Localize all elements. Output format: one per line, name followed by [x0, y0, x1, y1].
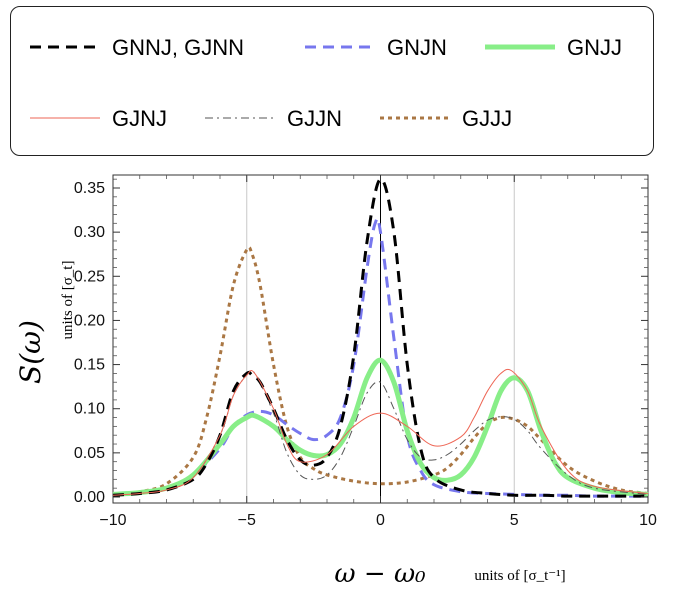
series-line-gjjn: [112, 369, 649, 496]
legend-label: GJJN: [287, 106, 342, 131]
y-tick-label: 0.25: [74, 268, 105, 285]
y-axis-label: S(ω): [14, 320, 47, 384]
ticks: 0.00 0.05 0.10 0.15 0.20 0.25 0.30 0.35 −10 −5 0 5 1…: [74, 175, 657, 529]
series-layer: [112, 177, 649, 498]
x-tick-label: 0: [376, 512, 385, 529]
legend-label: GJJJ: [462, 106, 512, 131]
series-line-gjnj: [112, 368, 649, 496]
grid: [246, 175, 515, 503]
legend-label: GNJN: [387, 35, 447, 60]
y-tick-label: 0.10: [74, 401, 105, 418]
y-axis-units: units of [σ_t]: [60, 261, 76, 340]
axis-labels: S(ω) units of [σ_t] ω − ω₀ units of [σ_t⁻¹]: [14, 261, 566, 589]
y-tick-label: 0.35: [74, 180, 105, 197]
y-tick-label: 0.20: [74, 312, 105, 329]
x-tick-label: 10: [639, 512, 657, 529]
y-tick-label: 0.30: [74, 224, 105, 241]
x-axis-units: units of [σ_t⁻¹]: [474, 568, 565, 584]
legend-label: GJNJ: [112, 106, 167, 131]
x-tick-label: 5: [510, 512, 519, 529]
legend-label: GNJJ: [567, 35, 622, 60]
legend-items: GNNJ, GJNN GNJN GNJJ GJNJ GJJN GJJJ: [30, 35, 622, 131]
y-tick-label: 0.05: [74, 445, 105, 462]
legend: [10, 6, 654, 156]
x-tick-label: −10: [99, 512, 126, 529]
y-tick-label: 0.15: [74, 357, 105, 374]
x-tick-label: −5: [238, 512, 256, 529]
legend-label: GNNJ, GJNN: [112, 35, 244, 60]
x-axis-label: ω − ω₀: [334, 559, 426, 589]
y-tick-label: 0.00: [74, 489, 105, 506]
